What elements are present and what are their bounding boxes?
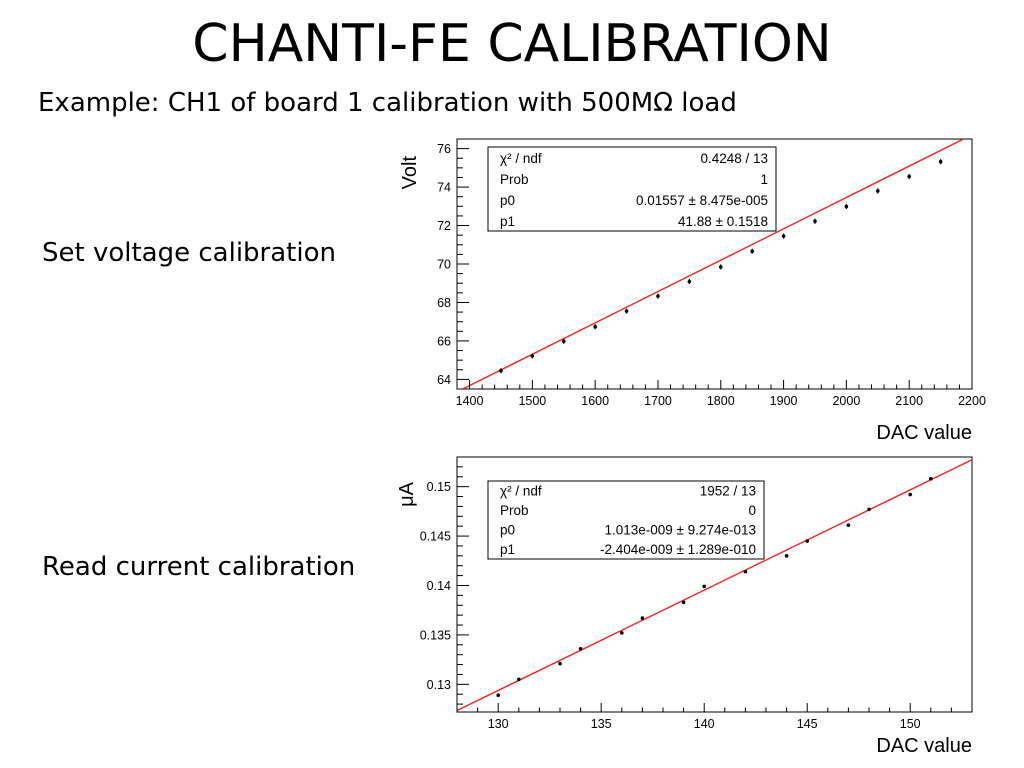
voltage-y-tick-label: 66 bbox=[437, 334, 451, 348]
voltage-x-tick-label: 1800 bbox=[707, 394, 735, 408]
current-stats-name: p1 bbox=[500, 542, 515, 557]
voltage-data-point bbox=[781, 234, 786, 238]
voltage-data-point bbox=[593, 324, 597, 329]
voltage-y-tick-label: 74 bbox=[437, 181, 451, 195]
voltage-stats-name: p1 bbox=[500, 214, 515, 229]
voltage-stats-value: 1 bbox=[760, 172, 768, 187]
current-data-point bbox=[805, 539, 809, 543]
voltage-fit-line bbox=[461, 139, 966, 389]
current-stats-value: -2.404e-009 ± 1.289e-010 bbox=[600, 542, 756, 557]
current-stats-name: p0 bbox=[500, 523, 515, 538]
voltage-data-point bbox=[530, 354, 535, 358]
current-y-tick-label: 0.14 bbox=[427, 579, 451, 593]
voltage-x-tick-label: 2000 bbox=[832, 394, 860, 408]
voltage-y-tick-label: 70 bbox=[437, 258, 451, 272]
current-y-axis-label: μA bbox=[396, 481, 418, 507]
voltage-data-point bbox=[750, 249, 754, 254]
current-x-tick-label: 140 bbox=[694, 717, 715, 731]
slide-subtitle: Example: CH1 of board 1 calibration with… bbox=[38, 88, 737, 118]
current-data-point bbox=[743, 569, 748, 574]
current-x-tick-label: 130 bbox=[488, 717, 509, 731]
current-y-tick-label: 0.145 bbox=[420, 530, 451, 544]
current-stats-name: χ² / ndf bbox=[500, 484, 542, 499]
current-stats-value: 1952 / 13 bbox=[700, 484, 756, 499]
voltage-calibration-chart: 1400 1500 1600 1700 1800 1900 2000 2100 2200 64 66… bbox=[399, 138, 986, 444]
voltage-data-point bbox=[624, 309, 629, 313]
voltage-stats-name: p0 bbox=[500, 193, 515, 208]
voltage-data-point bbox=[687, 279, 692, 284]
current-data-point bbox=[640, 616, 645, 620]
voltage-stats-value: 0.01557 ± 8.475e-005 bbox=[636, 193, 768, 208]
current-data-point bbox=[784, 554, 789, 558]
current-data-point bbox=[867, 507, 871, 512]
voltage-y-tick-label: 76 bbox=[437, 142, 451, 156]
voltage-stats-value: 41.88 ± 0.1518 bbox=[678, 214, 768, 229]
current-fit-line bbox=[457, 459, 972, 712]
voltage-section-label: Set voltage calibration bbox=[42, 238, 336, 268]
voltage-data-point bbox=[844, 204, 849, 209]
voltage-y-tick-label: 68 bbox=[437, 296, 451, 310]
voltage-data-point bbox=[813, 219, 817, 224]
voltage-x-tick-label: 2200 bbox=[958, 394, 986, 408]
voltage-x-tick-label: 1600 bbox=[581, 394, 609, 408]
current-plot-frame bbox=[456, 456, 973, 713]
current-stats-box bbox=[487, 480, 765, 560]
current-data-point bbox=[846, 523, 851, 527]
voltage-x-tick-label: 1500 bbox=[518, 394, 546, 408]
current-data-point bbox=[702, 584, 706, 589]
voltage-data-point bbox=[499, 368, 503, 373]
voltage-x-axis-label: DAC value bbox=[876, 422, 972, 444]
current-data-point bbox=[558, 661, 562, 666]
voltage-x-tick-label: 2100 bbox=[895, 394, 923, 408]
voltage-y-tick-label: 72 bbox=[437, 219, 451, 233]
voltage-data-point bbox=[907, 174, 911, 179]
current-data-point bbox=[496, 693, 500, 697]
voltage-stats-box bbox=[487, 146, 777, 232]
current-data-point bbox=[578, 646, 583, 651]
current-y-tick-label: 0.15 bbox=[427, 480, 451, 494]
current-x-tick-label: 150 bbox=[900, 717, 921, 731]
voltage-stats-value: 0.4248 / 13 bbox=[700, 151, 768, 166]
current-stats-value: 0 bbox=[748, 503, 756, 518]
current-stats-value: 1.013e-009 ± 9.274e-013 bbox=[604, 523, 756, 538]
current-data-point bbox=[620, 631, 624, 635]
voltage-data-point bbox=[938, 159, 943, 164]
voltage-stats-name: Prob bbox=[500, 172, 529, 187]
voltage-x-tick-label: 1400 bbox=[456, 394, 484, 408]
voltage-data-point bbox=[656, 294, 660, 298]
voltage-data-point bbox=[875, 189, 880, 193]
current-stats-name: Prob bbox=[500, 503, 529, 518]
current-calibration-chart: 130 135 140 145 150 0.13 0.135 0.14 0.145 0.15 DAC… bbox=[396, 456, 973, 757]
slide-title: CHANTI-FE CALIBRATION bbox=[192, 14, 832, 74]
voltage-y-axis-label: Volt bbox=[399, 156, 421, 190]
current-x-axis-label: DAC value bbox=[876, 735, 972, 757]
current-x-tick-label: 135 bbox=[591, 717, 612, 731]
voltage-y-tick-label: 64 bbox=[437, 373, 451, 387]
voltage-x-tick-label: 1900 bbox=[770, 394, 798, 408]
current-y-tick-label: 0.13 bbox=[427, 678, 451, 692]
current-data-point bbox=[681, 600, 686, 605]
current-data-point bbox=[517, 677, 521, 682]
current-x-tick-label: 145 bbox=[797, 717, 818, 731]
voltage-data-point bbox=[561, 339, 566, 344]
voltage-stats-name: χ² / ndf bbox=[500, 151, 542, 166]
current-data-point bbox=[908, 492, 912, 497]
current-y-tick-label: 0.135 bbox=[420, 628, 451, 642]
current-data-point bbox=[929, 476, 933, 481]
voltage-data-point bbox=[718, 265, 723, 269]
voltage-x-tick-label: 1700 bbox=[644, 394, 672, 408]
current-section-label: Read current calibration bbox=[42, 552, 356, 582]
